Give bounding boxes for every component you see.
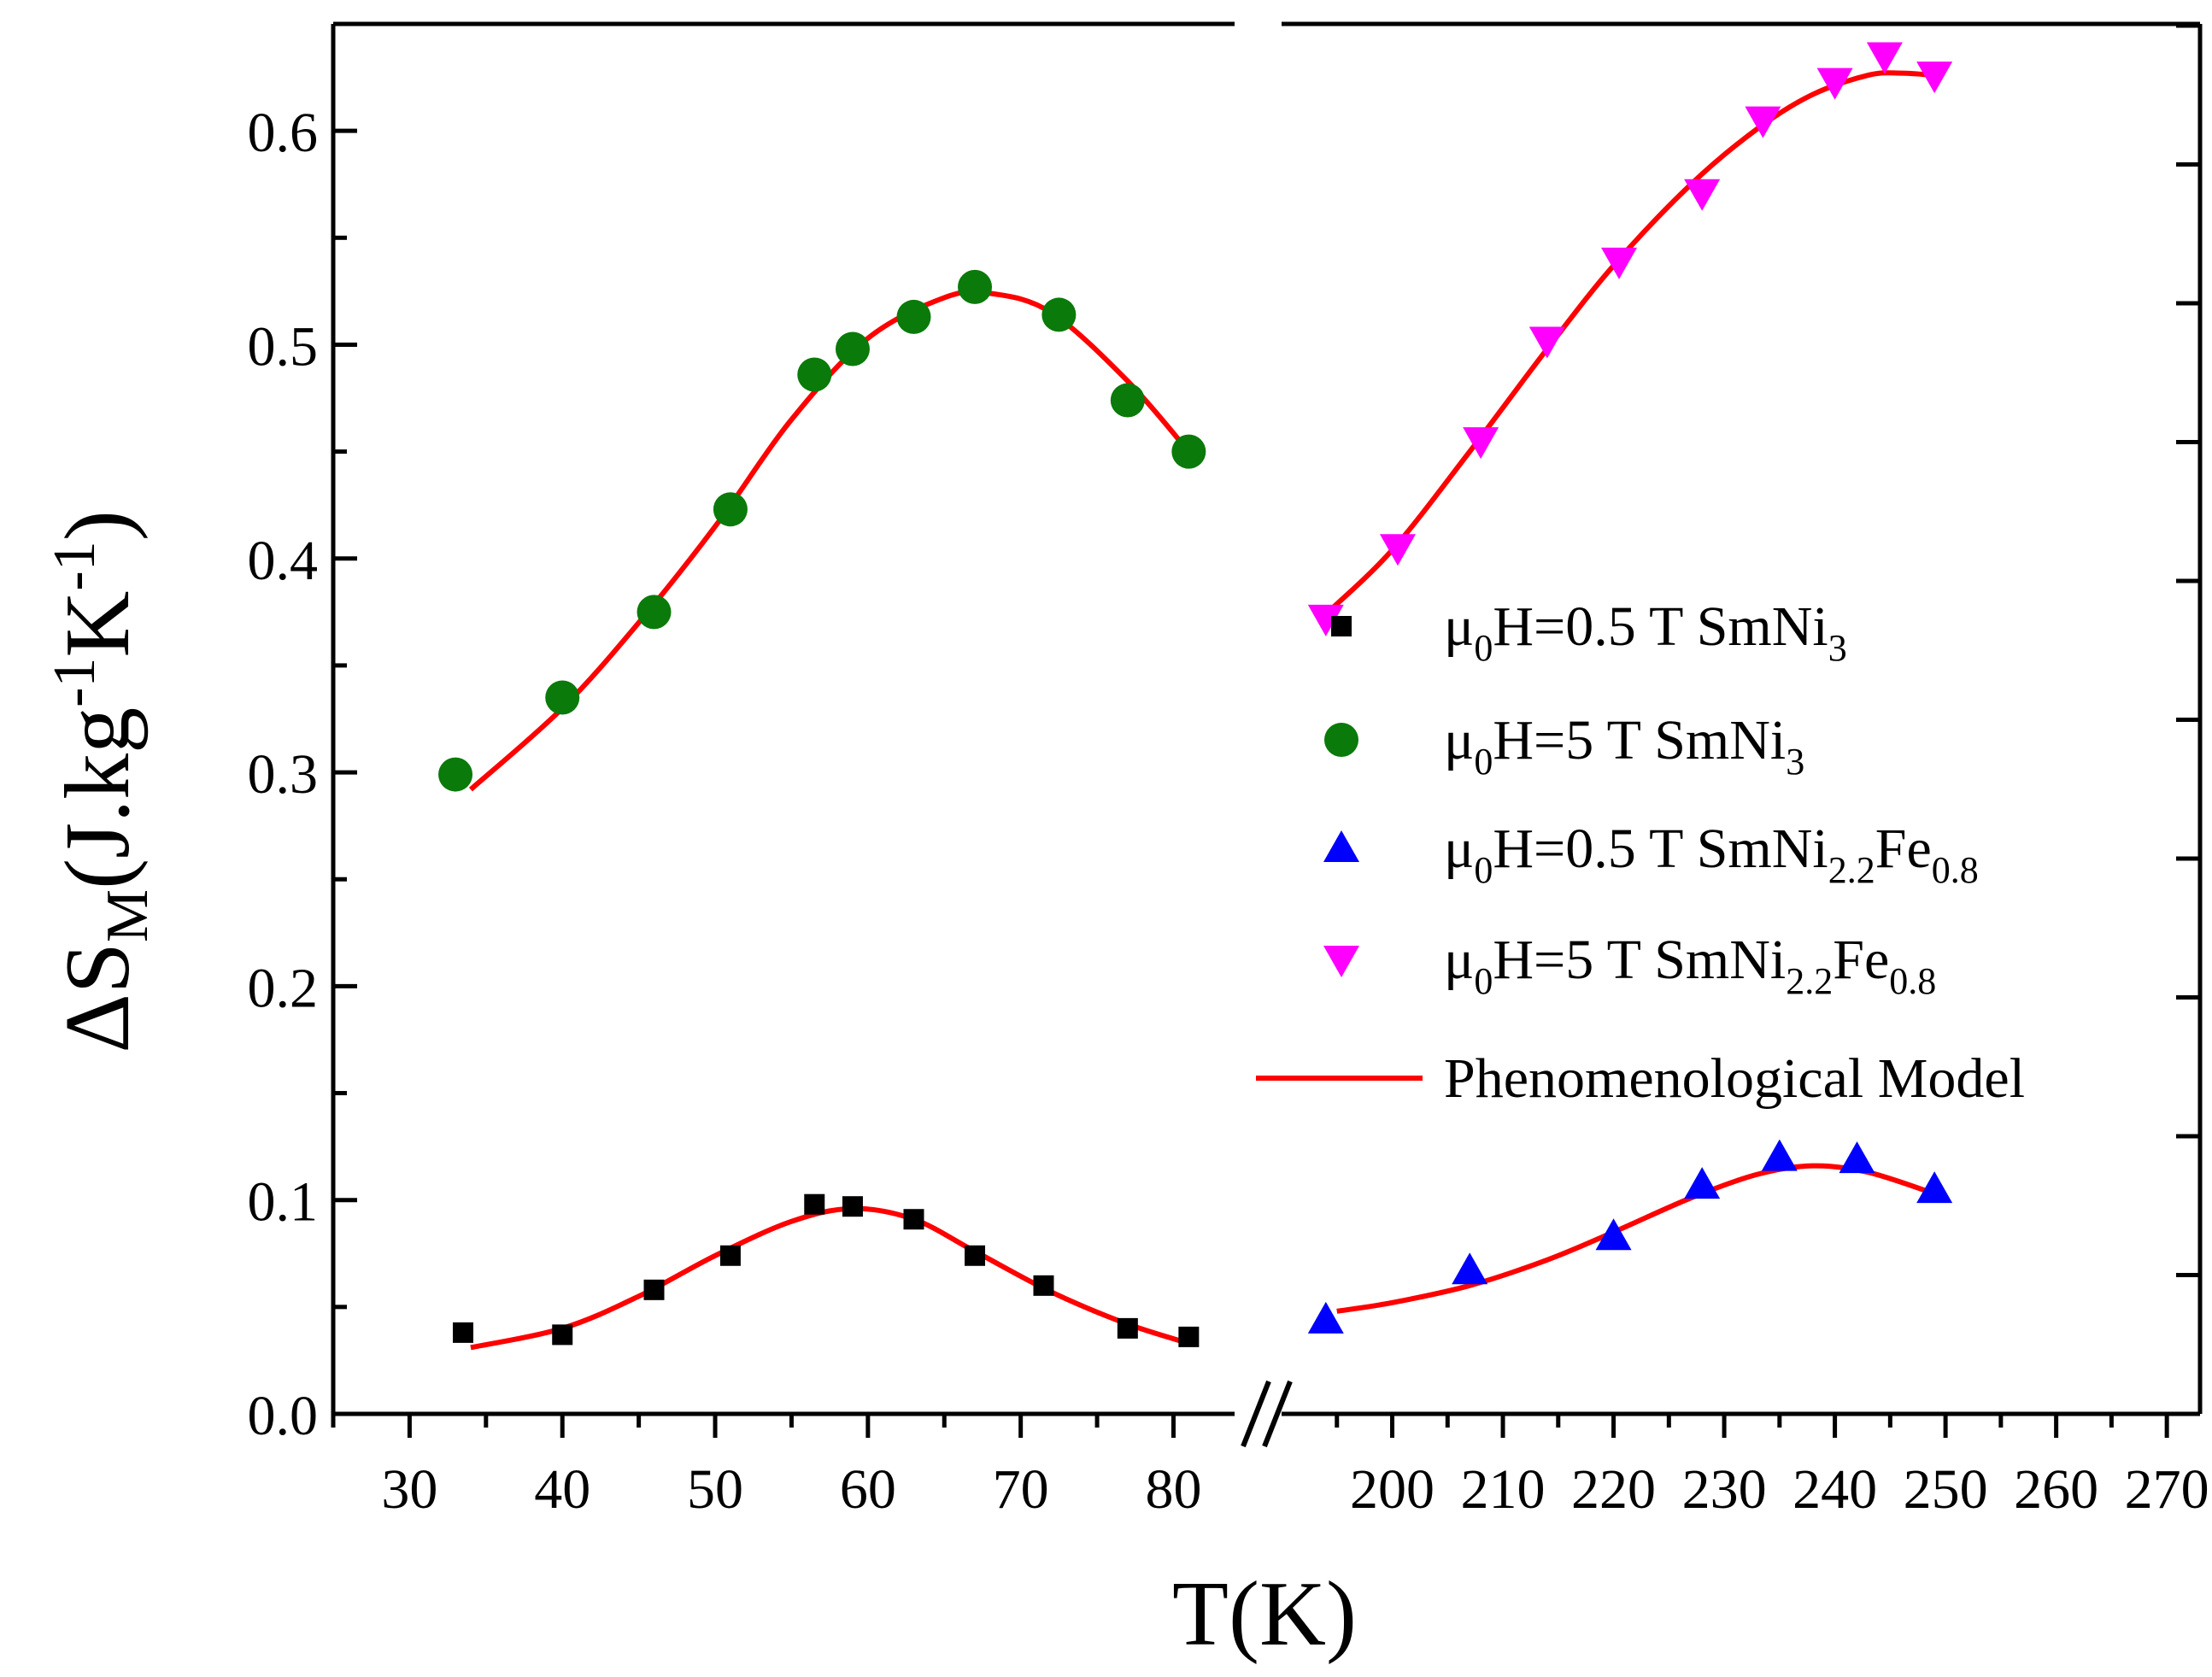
legend-marker-0 [1331,616,1352,636]
legend-marker-1 [1324,723,1358,757]
data-point-series-2 [1595,1218,1632,1251]
axis-break-mark [1241,1380,1271,1448]
y-tick-label: 0.6 [248,102,319,164]
data-point-series-3 [1379,534,1416,566]
data-point-series-3 [1528,326,1565,359]
y-tick-label: 0.0 [248,1385,319,1447]
data-point-series-2 [1307,1301,1344,1334]
data-point-series-2 [1916,1171,1953,1204]
data-point-series-3 [1601,247,1638,279]
x-tick-label: 80 [1145,1458,1201,1521]
data-point-series-3 [1307,604,1344,636]
data-point-series-1 [1041,297,1077,332]
x-tick-label: 220 [1571,1458,1656,1521]
data-point-series-0 [719,1245,741,1266]
data-point-series-1 [1171,434,1206,469]
fit-curve-1 [468,289,1191,792]
data-point-series-0 [552,1324,573,1346]
x-tick-label: 40 [534,1458,590,1521]
data-point-series-1 [797,357,832,392]
y-tick-label: 0.5 [248,315,319,378]
y-label-base: ΔS [47,942,149,1053]
data-point-series-0 [452,1322,473,1343]
x-tick-label: 230 [1682,1458,1767,1521]
data-point-series-1 [545,680,580,715]
y-label-unit2: K [47,591,149,658]
fit-curve-2 [1336,1163,1936,1314]
y-label-sub: M [95,889,161,942]
data-point-series-0 [965,1245,986,1266]
data-point-series-0 [1117,1317,1138,1339]
data-point-series-3 [1916,62,1953,94]
x-tick-label: 240 [1792,1458,1877,1521]
data-point-series-0 [1178,1326,1200,1347]
legend-marker-2 [1323,830,1359,862]
y-tick-label: 0.1 [248,1171,319,1234]
x-tick-label: 210 [1461,1458,1546,1521]
y-tick-label: 0.4 [248,530,319,592]
x-tick-label: 200 [1350,1458,1435,1521]
axis-break-mark [1262,1380,1293,1448]
data-point-series-1 [896,299,931,334]
fit-curve-0 [470,1205,1190,1351]
legend-label-2: μ0H=0.5 T SmNi2.2Fe0.8 [1444,818,1979,891]
legend-marker-3 [1323,946,1359,977]
data-point-series-3 [1745,106,1781,138]
x-tick-label: 270 [2125,1458,2209,1521]
y-tick-label: 0.3 [248,743,319,806]
data-point-series-0 [643,1279,665,1300]
data-point-series-3 [1866,42,1903,74]
y-label-exp2: -1 [42,541,108,590]
axes: 0.0 0.1 0.2 0.3 0.4 0.5 0.6 30 40 50 60 70 80 200 210 2… [248,21,2209,1521]
data-point-series-3 [1684,179,1721,211]
data-point-series-1 [637,595,672,630]
x-tick-label: 50 [687,1458,743,1521]
legend-label-0: μ0H=0.5 T SmNi3 [1444,595,1847,669]
data-point-series-2 [1452,1252,1488,1285]
data-point-series-0 [903,1209,924,1230]
data-point-series-3 [1816,67,1853,100]
fit-curve-3 [1323,70,1935,617]
y-label-unit: (J.kg [47,707,149,889]
data-point-series-1 [835,331,870,366]
data-point-series-0 [804,1193,825,1215]
x-tick-label: 250 [1904,1458,1988,1521]
legend-fit-label: Phenomenological Model [1444,1047,2025,1110]
data-point-series-1 [958,269,993,304]
data-point-series-0 [1033,1275,1054,1296]
y-label-close: ) [47,510,149,541]
data-point-series-1 [438,757,473,792]
x-tick-label: 260 [2014,1458,2098,1521]
y-axis-label: ΔSM(J.kg-1K-1) [42,510,161,1053]
y-tick-label: 0.2 [248,957,319,1019]
y-label-exp1: -1 [42,658,108,707]
legend: μ0H=0.5 T SmNi3 μ0H=5 T SmNi3 μ0H=0.5 T Sm… [1256,595,2025,1110]
data-point-series-2 [1684,1167,1721,1199]
data-point-series-1 [1110,383,1145,418]
legend-label-3: μ0H=5 T SmNi2.2Fe0.8 [1444,929,1936,1002]
data-point-series-1 [713,492,748,527]
x-tick-label: 60 [840,1458,896,1521]
data-point-series-2 [1761,1139,1798,1171]
plot-area [438,42,1953,1351]
legend-label-1: μ0H=5 T SmNi3 [1444,709,1804,783]
data-point-series-3 [1463,427,1499,460]
x-tick-label: 70 [993,1458,1049,1521]
x-axis-label: T(K) [1172,1563,1357,1665]
data-point-series-0 [842,1196,863,1217]
data-point-series-2 [1839,1141,1875,1174]
x-tick-label: 30 [381,1458,437,1521]
